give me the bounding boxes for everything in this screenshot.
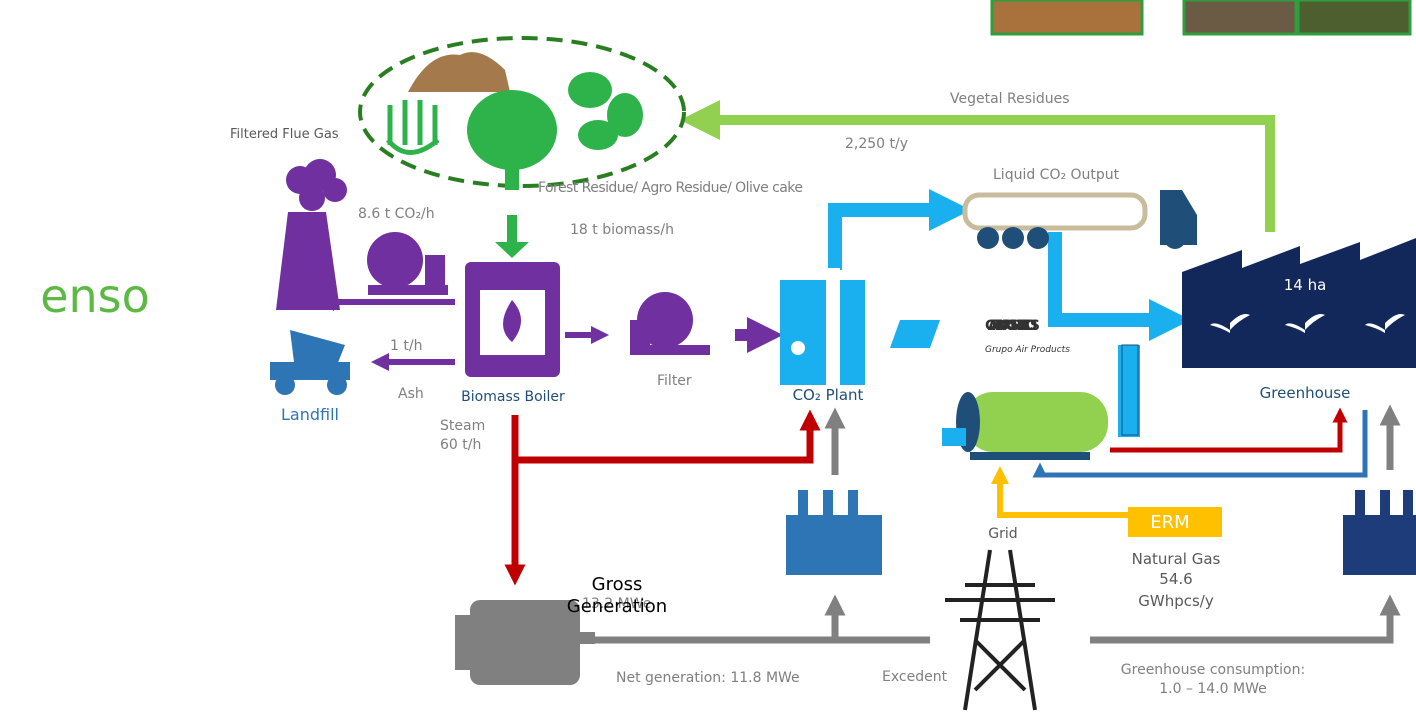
label: Ash [398,386,424,402]
transformer [786,490,1416,575]
label: 8.6 t CO₂/h [358,206,435,222]
co2-plant [780,268,940,386]
label: 18 t biomass/h [570,222,674,238]
boiler-label: Biomass Boiler [461,389,565,405]
greenhouse [1182,238,1416,368]
label: 2,250 t/y [845,136,908,152]
label: Greenhouse consumption: [1121,662,1305,678]
diagram: Biomass Boiler Landfill enso CARBUROS ME… [0,0,1416,716]
co2-plant-label: CO₂ Plant [793,386,864,404]
label: GWhpcs/y [1138,592,1214,610]
label: Vegetal Residues [950,91,1070,107]
chp-unit [942,345,1140,460]
label: Natural Gas [1132,550,1221,568]
label: Liquid CO₂ Output [993,167,1120,183]
label: Net generation: 11.8 MWe [616,670,800,686]
biomass-icons [360,38,684,190]
label: 1.0 – 14.0 MWe [1159,681,1267,697]
landfill-label: Landfill [281,405,339,424]
label: 1 t/h [390,338,422,354]
greenhouse-label: Greenhouse [1260,384,1351,402]
grid-pylon [945,550,1055,710]
label: Grid [988,526,1017,542]
carburos-label: CARBUROS METALICOS [985,318,1040,334]
label: 54.6 [1159,570,1192,588]
labels: Vegetal Residues 2,250 t/y Filtered Flue… [230,91,1305,697]
label: Excedent [882,669,948,685]
co2-truck [965,190,1197,249]
logo: enso [40,269,150,323]
landfill-truck [270,330,350,395]
greenhouse-area: 14 ha [1284,276,1327,294]
label: Steam [440,418,485,434]
label: Filter [657,373,692,389]
carburos-sub: Grupo Air Products [985,345,1070,355]
top-photos [992,0,1410,34]
label: Forest Residue/ Agro Residue/ Olive cake [538,180,803,196]
label: 60 t/h [440,437,481,453]
erm-label: ERM [1150,512,1189,533]
label: Filtered Flue Gas [230,127,339,142]
